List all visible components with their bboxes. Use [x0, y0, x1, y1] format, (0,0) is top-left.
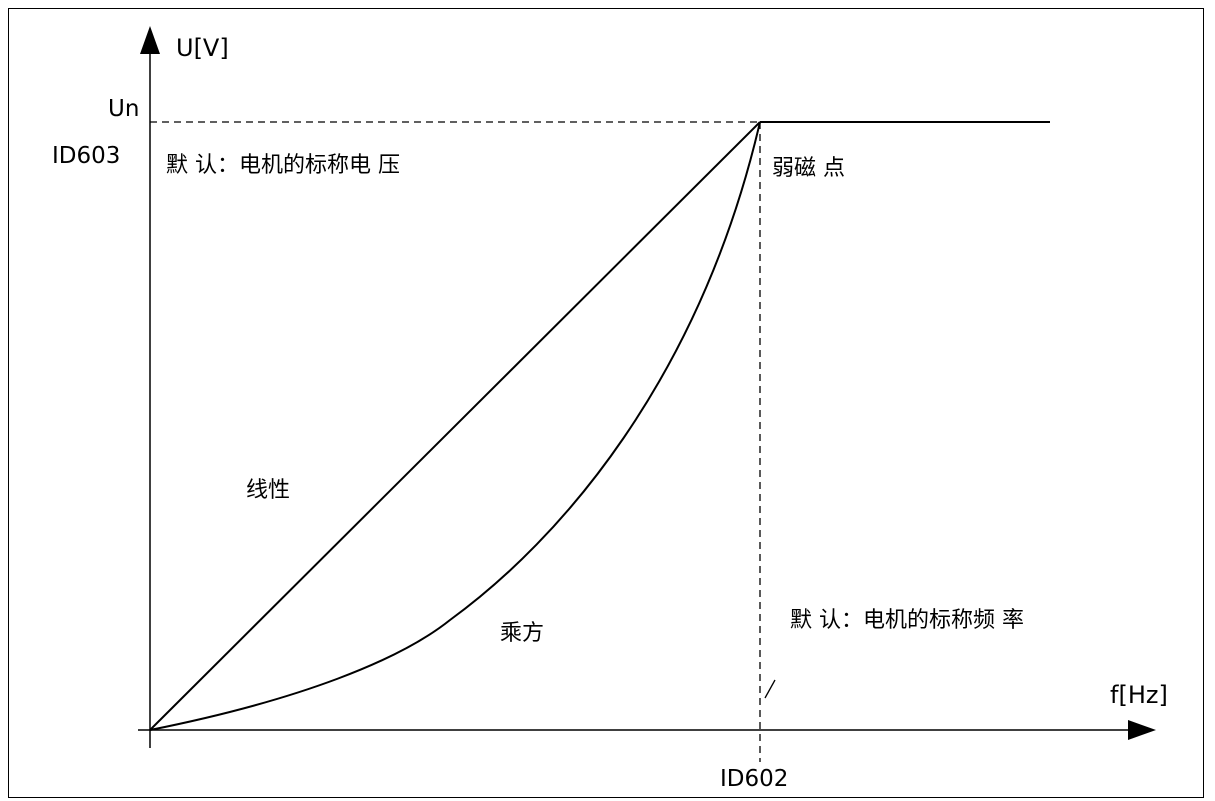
- x-tick-id602: ID602: [720, 766, 789, 792]
- x-axis-label: f[Hz]: [1110, 681, 1168, 709]
- y-axis-arrow: [140, 26, 160, 54]
- squared-curve-label: 乘方: [500, 621, 545, 646]
- y-tick-id603: ID603: [52, 143, 121, 169]
- squared-curve: [149, 121, 761, 731]
- field-weakening-point-label: 弱磁 点: [772, 156, 845, 181]
- linear-curve: [149, 121, 761, 731]
- diagram-frame: [8, 8, 1204, 798]
- y-tick-un: Un: [108, 96, 140, 122]
- axis-break-mark: [764, 679, 776, 699]
- y-axis-label: U[V]: [176, 34, 229, 62]
- default-voltage-note: 默 认：电机的标称电 压: [166, 153, 400, 178]
- default-frequency-note: 默 认：电机的标称频 率: [790, 608, 1024, 633]
- x-axis-arrow: [1128, 720, 1156, 740]
- linear-curve-label: 线性: [246, 478, 291, 503]
